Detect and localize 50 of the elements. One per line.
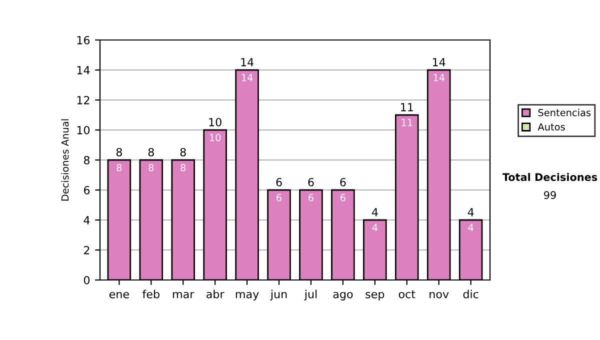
x-tick-label: sep [366, 292, 384, 300]
total-label: 14 [241, 58, 254, 66]
total-label: 8 [180, 148, 186, 156]
total-label: 6 [276, 178, 282, 186]
total-label: 8 [148, 148, 154, 156]
y-tick-label: 8 [84, 156, 90, 164]
total-label: 8 [116, 148, 122, 156]
total-label: 10 [209, 118, 222, 126]
data-label: 4 [372, 224, 378, 232]
total-label: 6 [340, 178, 346, 186]
total-label: 14 [433, 58, 446, 66]
data-label: 4 [468, 224, 474, 232]
x-tick-label: mar [173, 292, 194, 298]
y-tick-label: 0 [84, 276, 90, 284]
data-label: 6 [308, 194, 314, 202]
data-label: 6 [276, 194, 282, 202]
x-tick-label: nov [430, 292, 449, 298]
x-tick-label: feb [142, 290, 160, 298]
x-tick-label: oct [398, 290, 416, 298]
data-label: 10 [210, 134, 221, 142]
data-label: 6 [340, 194, 346, 202]
x-tick-label: ene [109, 292, 129, 298]
total-label: 4 [468, 208, 474, 216]
x-tick-label: jun [270, 290, 287, 300]
total-label: 6 [308, 178, 314, 186]
y-tick-label: 2 [84, 246, 90, 254]
data-label: 11 [402, 119, 412, 126]
total-label: 11 [401, 103, 413, 112]
y-tick-label: 4 [84, 216, 90, 224]
data-label: 14 [434, 74, 444, 82]
legend-label: Autos [538, 123, 565, 131]
y-tick-label: 16 [77, 36, 90, 44]
data-label: 8 [180, 164, 186, 172]
text: Total Decisiones [502, 172, 598, 182]
x-tick-label: may [236, 292, 259, 300]
x-tick-label: jul [304, 290, 317, 300]
data-label: 14 [242, 74, 253, 82]
y-tick-label: 10 [77, 126, 90, 134]
data-label: 8 [116, 164, 122, 172]
y-tick-label: 14 [77, 66, 90, 74]
x-tick-label: ago [333, 292, 353, 300]
legend-label: Sentencias [538, 108, 591, 116]
x-tick-label: abr [206, 290, 224, 298]
total-label: 4 [372, 208, 378, 216]
data-label: 8 [148, 164, 154, 172]
y-tick-label: 12 [77, 96, 90, 104]
text: 99 [544, 191, 556, 200]
x-tick-label: dic [463, 290, 478, 298]
y-axis-title: Decisiones Anual [61, 119, 69, 201]
y-tick-label: 6 [84, 186, 90, 194]
